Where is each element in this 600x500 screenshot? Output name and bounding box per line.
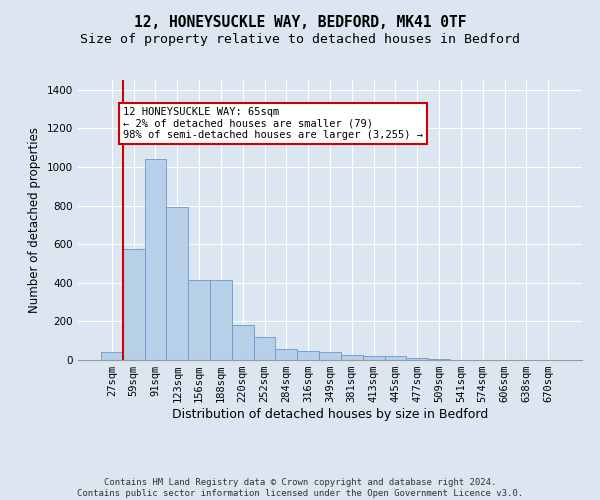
Bar [101, 352, 123, 360]
Bar [385, 356, 406, 360]
Bar [123, 249, 145, 360]
Bar [145, 159, 166, 360]
Text: Contains HM Land Registry data © Crown copyright and database right 2024.
Contai: Contains HM Land Registry data © Crown c… [77, 478, 523, 498]
Y-axis label: Number of detached properties: Number of detached properties [28, 127, 41, 313]
Bar [275, 350, 297, 360]
Bar [428, 359, 450, 360]
Bar [232, 325, 254, 360]
Bar [406, 358, 428, 360]
Bar [254, 337, 275, 360]
Text: 12, HONEYSUCKLE WAY, BEDFORD, MK41 0TF: 12, HONEYSUCKLE WAY, BEDFORD, MK41 0TF [134, 15, 466, 30]
Bar [363, 356, 385, 360]
X-axis label: Distribution of detached houses by size in Bedford: Distribution of detached houses by size … [172, 408, 488, 421]
Bar [297, 352, 319, 360]
Text: 12 HONEYSUCKLE WAY: 65sqm
← 2% of detached houses are smaller (79)
98% of semi-d: 12 HONEYSUCKLE WAY: 65sqm ← 2% of detach… [123, 107, 423, 140]
Bar [210, 280, 232, 360]
Bar [188, 280, 210, 360]
Bar [341, 355, 363, 360]
Bar [319, 352, 341, 360]
Text: Size of property relative to detached houses in Bedford: Size of property relative to detached ho… [80, 32, 520, 46]
Bar [166, 208, 188, 360]
